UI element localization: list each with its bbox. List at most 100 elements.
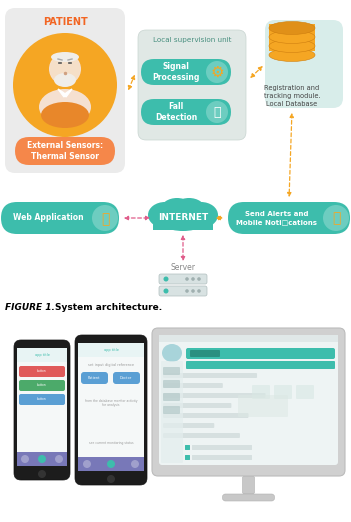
Circle shape bbox=[13, 33, 117, 137]
FancyBboxPatch shape bbox=[163, 383, 223, 388]
Ellipse shape bbox=[39, 89, 91, 125]
Circle shape bbox=[38, 455, 46, 463]
FancyBboxPatch shape bbox=[238, 395, 288, 417]
FancyBboxPatch shape bbox=[252, 385, 270, 399]
Circle shape bbox=[206, 101, 228, 123]
Ellipse shape bbox=[51, 52, 79, 62]
FancyBboxPatch shape bbox=[17, 348, 67, 362]
FancyBboxPatch shape bbox=[186, 348, 335, 359]
Text: Doctor: Doctor bbox=[120, 376, 132, 380]
FancyBboxPatch shape bbox=[161, 361, 183, 463]
Ellipse shape bbox=[269, 30, 315, 43]
Circle shape bbox=[164, 289, 168, 293]
Bar bbox=[269, 23, 315, 32]
Bar bbox=[269, 32, 315, 42]
FancyBboxPatch shape bbox=[15, 137, 115, 165]
FancyBboxPatch shape bbox=[17, 452, 67, 466]
FancyBboxPatch shape bbox=[138, 30, 246, 140]
FancyBboxPatch shape bbox=[19, 380, 65, 391]
FancyBboxPatch shape bbox=[14, 340, 70, 480]
Ellipse shape bbox=[162, 344, 182, 362]
Text: Signal
Processing: Signal Processing bbox=[152, 62, 200, 82]
Circle shape bbox=[131, 460, 139, 468]
FancyBboxPatch shape bbox=[159, 286, 207, 296]
Circle shape bbox=[83, 460, 91, 468]
FancyBboxPatch shape bbox=[159, 335, 338, 342]
FancyBboxPatch shape bbox=[163, 423, 214, 428]
FancyBboxPatch shape bbox=[243, 476, 254, 494]
Ellipse shape bbox=[269, 40, 315, 53]
Circle shape bbox=[206, 61, 228, 83]
Text: 📱: 📱 bbox=[332, 211, 340, 225]
Circle shape bbox=[38, 470, 46, 478]
FancyBboxPatch shape bbox=[75, 335, 147, 485]
FancyBboxPatch shape bbox=[163, 406, 180, 414]
Polygon shape bbox=[58, 89, 72, 97]
FancyBboxPatch shape bbox=[163, 413, 249, 418]
Ellipse shape bbox=[41, 102, 89, 128]
FancyBboxPatch shape bbox=[163, 403, 231, 408]
Text: app title: app title bbox=[34, 353, 49, 357]
Bar bbox=[153, 216, 213, 230]
Ellipse shape bbox=[173, 198, 205, 220]
FancyBboxPatch shape bbox=[163, 393, 180, 401]
FancyBboxPatch shape bbox=[163, 373, 257, 378]
FancyBboxPatch shape bbox=[296, 385, 314, 399]
FancyBboxPatch shape bbox=[274, 385, 292, 399]
Circle shape bbox=[21, 455, 29, 463]
FancyBboxPatch shape bbox=[81, 372, 108, 384]
FancyBboxPatch shape bbox=[152, 328, 345, 476]
Text: ⚙: ⚙ bbox=[210, 65, 224, 79]
Text: 🏃: 🏃 bbox=[213, 106, 221, 120]
FancyBboxPatch shape bbox=[78, 343, 144, 471]
Ellipse shape bbox=[54, 73, 76, 87]
FancyBboxPatch shape bbox=[159, 274, 207, 284]
Ellipse shape bbox=[161, 198, 193, 220]
Circle shape bbox=[191, 277, 195, 281]
Text: Send Alerts and
Mobile Noti□cations: Send Alerts and Mobile Noti□cations bbox=[237, 211, 318, 225]
Text: Local supervision unit: Local supervision unit bbox=[153, 37, 231, 43]
FancyBboxPatch shape bbox=[163, 393, 266, 398]
Text: Web Application: Web Application bbox=[13, 213, 83, 222]
Text: External Sensors:
Thermal Sensor: External Sensors: Thermal Sensor bbox=[27, 141, 103, 161]
FancyBboxPatch shape bbox=[185, 445, 190, 450]
Text: button: button bbox=[37, 397, 47, 401]
FancyBboxPatch shape bbox=[223, 494, 274, 501]
Text: 🖥: 🖥 bbox=[101, 212, 109, 226]
Text: from the database monitor activity
for analysis: from the database monitor activity for a… bbox=[85, 399, 137, 407]
FancyBboxPatch shape bbox=[163, 367, 180, 375]
Circle shape bbox=[191, 289, 195, 293]
Text: System architecture.: System architecture. bbox=[55, 303, 162, 312]
Text: PATIENT: PATIENT bbox=[42, 17, 87, 27]
Circle shape bbox=[107, 460, 115, 468]
FancyBboxPatch shape bbox=[192, 455, 252, 460]
Circle shape bbox=[197, 289, 201, 293]
FancyBboxPatch shape bbox=[185, 455, 190, 460]
Circle shape bbox=[323, 205, 349, 231]
FancyBboxPatch shape bbox=[78, 457, 144, 471]
FancyBboxPatch shape bbox=[163, 433, 240, 438]
Text: Fall
Detection: Fall Detection bbox=[155, 102, 197, 122]
Circle shape bbox=[185, 289, 189, 293]
Text: app title: app title bbox=[104, 348, 118, 352]
FancyBboxPatch shape bbox=[192, 445, 252, 450]
FancyBboxPatch shape bbox=[17, 348, 67, 466]
FancyBboxPatch shape bbox=[141, 59, 231, 85]
Bar bbox=[269, 42, 315, 51]
Circle shape bbox=[55, 455, 63, 463]
FancyBboxPatch shape bbox=[190, 350, 220, 357]
Circle shape bbox=[92, 205, 118, 231]
FancyBboxPatch shape bbox=[265, 20, 343, 108]
Text: FIGURE 1.: FIGURE 1. bbox=[5, 303, 55, 312]
FancyBboxPatch shape bbox=[186, 361, 335, 369]
Text: button: button bbox=[37, 384, 47, 387]
FancyBboxPatch shape bbox=[141, 99, 231, 125]
FancyBboxPatch shape bbox=[163, 380, 180, 388]
Circle shape bbox=[185, 277, 189, 281]
Circle shape bbox=[49, 53, 81, 85]
FancyBboxPatch shape bbox=[19, 366, 65, 377]
Text: button: button bbox=[37, 370, 47, 374]
Text: Registration and
tracking module.
Local Database: Registration and tracking module. Local … bbox=[264, 85, 320, 107]
FancyBboxPatch shape bbox=[78, 343, 144, 357]
FancyBboxPatch shape bbox=[113, 372, 140, 384]
